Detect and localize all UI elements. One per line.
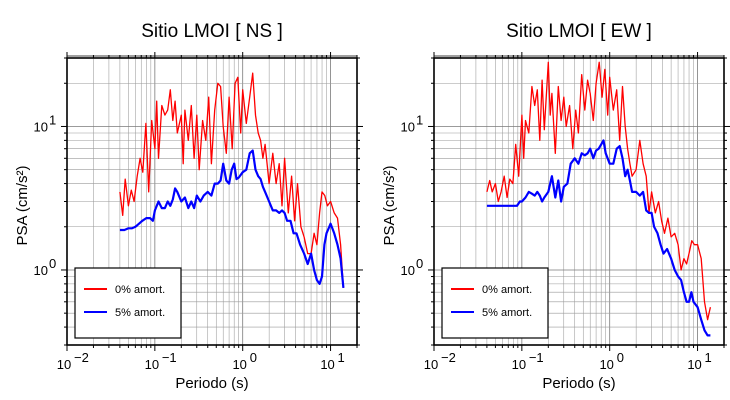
y-tick-label-base: 10 — [401, 119, 415, 134]
x-tick-label: 10 −1 — [512, 350, 544, 372]
y-tick-label-exponent: 0 — [416, 256, 423, 271]
legend-box — [441, 267, 549, 339]
x-tick-label-base: 10 — [57, 357, 71, 372]
x-tick-label-base: 10 — [424, 357, 438, 372]
y-axis-label: PSA (cm/s²) — [14, 165, 31, 245]
legend-label: 0% amort. — [115, 284, 165, 296]
x-tick-label-base: 10 — [599, 357, 613, 372]
x-tick-label: 10 1 — [320, 350, 344, 372]
x-tick-label-base: 10 — [232, 357, 246, 372]
series-line-5-amort- — [119, 149, 345, 289]
x-tick-label-exponent: −2 — [74, 350, 89, 365]
legend-box — [74, 267, 182, 339]
x-tick-label-exponent: 1 — [705, 350, 712, 365]
chart-title: Sitio LMOI [ EW ] — [506, 21, 652, 42]
y-tick-label-exponent: 0 — [49, 256, 56, 271]
x-tick-label-base: 10 — [145, 357, 159, 372]
y-tick-label-base: 10 — [34, 263, 48, 278]
x-ticks — [66, 52, 358, 351]
legend: 0% amort. 5% amort. — [74, 267, 182, 339]
x-tick-label-base: 10 — [687, 357, 701, 372]
legend-label: 0% amort. — [482, 284, 532, 296]
y-ticks — [61, 57, 363, 346]
y-tick-label: 10 0 — [34, 256, 57, 278]
y-tick-label-exponent: 1 — [416, 112, 423, 127]
x-tick-label-exponent: −2 — [441, 350, 456, 365]
y-tick-label: 10 0 — [401, 256, 424, 278]
x-tick-label: 10 −1 — [145, 350, 177, 372]
x-tick-label: 10 0 — [232, 350, 256, 372]
legend-label: 5% amort. — [115, 307, 165, 319]
y-tick-label-exponent: 1 — [49, 112, 56, 127]
x-axis-label: Periodo (s) — [542, 375, 615, 392]
y-tick-label-base: 10 — [401, 263, 415, 278]
x-tick-label: 10 −2 — [424, 350, 456, 372]
x-tick-label-exponent: −1 — [162, 350, 177, 365]
legend: 0% amort. 5% amort. — [441, 267, 549, 339]
x-tick-label: 10 0 — [599, 350, 623, 372]
chart-title: Sitio LMOI [ NS ] — [141, 21, 282, 42]
x-axis-label: Periodo (s) — [175, 375, 248, 392]
x-tick-label-exponent: 1 — [338, 350, 345, 365]
y-tick-label: 10 1 — [34, 112, 57, 134]
series-line-0-amort- — [119, 72, 345, 288]
grid — [66, 57, 358, 346]
x-tick-label-exponent: −1 — [529, 350, 544, 365]
legend-label: 5% amort. — [482, 307, 532, 319]
y-axis-label: PSA (cm/s²) — [381, 165, 398, 245]
x-ticks — [433, 52, 725, 351]
y-tick-label: 10 1 — [401, 112, 424, 134]
y-ticks — [428, 57, 730, 346]
x-tick-label-exponent: 0 — [250, 350, 257, 365]
x-tick-label-exponent: 0 — [617, 350, 624, 365]
x-tick-label: 10 1 — [687, 350, 711, 372]
x-tick-label-base: 10 — [512, 357, 526, 372]
x-tick-label: 10 −2 — [57, 350, 89, 372]
series-line-5-amort- — [486, 139, 711, 337]
series-line-0-amort- — [486, 61, 712, 321]
y-tick-label-base: 10 — [34, 119, 48, 134]
x-tick-label-base: 10 — [320, 357, 334, 372]
